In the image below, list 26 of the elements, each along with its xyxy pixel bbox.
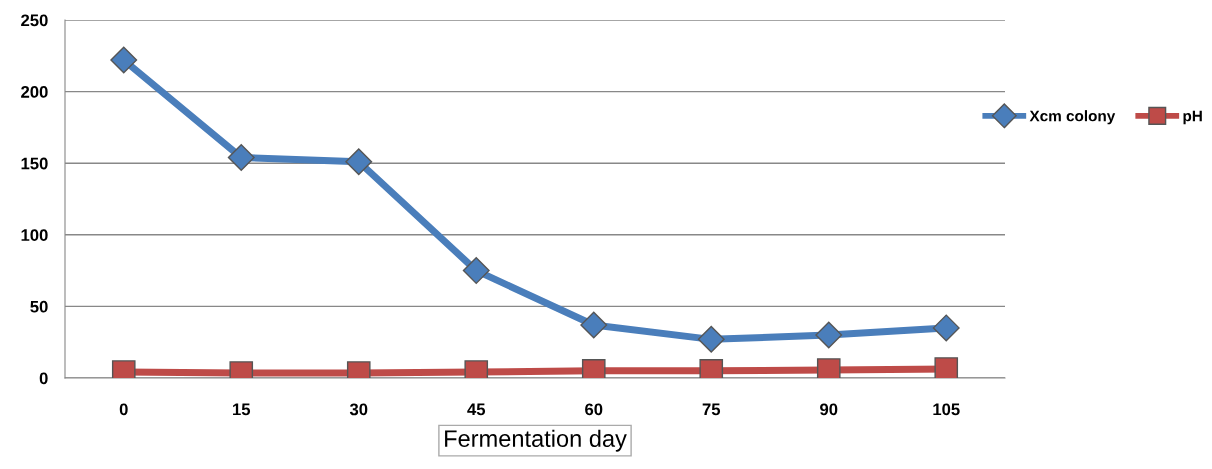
x-tick-label: 75 (702, 403, 721, 416)
y-tick-label: 50 (30, 300, 48, 313)
x-axis-title: Fermentation day (445, 429, 627, 452)
y-tick-label: 250 (21, 14, 48, 27)
y-tick-label: 200 (21, 86, 48, 98)
legend-label: Xcm colony (1029, 110, 1116, 125)
x-tick-label: 105 (933, 403, 960, 416)
x-tick-label: 60 (585, 403, 603, 416)
point (934, 357, 959, 378)
point (345, 148, 373, 176)
point (932, 314, 960, 342)
x-tick-label: 15 (233, 403, 251, 416)
legend-label: pH (1183, 110, 1202, 125)
point (580, 311, 608, 339)
x-tick-label: 90 (820, 403, 838, 416)
y-tick-label: 0 (39, 372, 48, 385)
point (110, 46, 138, 74)
x-tick-label: 0 (119, 403, 128, 416)
point (697, 325, 725, 353)
point (815, 321, 843, 349)
point (462, 257, 490, 285)
x-tick-label: 45 (467, 403, 486, 416)
y-tick-label: 100 (21, 229, 48, 241)
y-tick-label: 150 (21, 157, 48, 170)
x-tick-label: 30 (349, 403, 368, 416)
point (227, 144, 255, 171)
